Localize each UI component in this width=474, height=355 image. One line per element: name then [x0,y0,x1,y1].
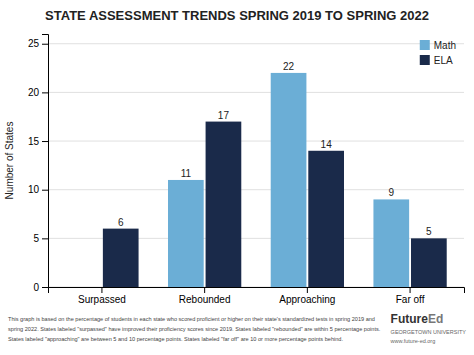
annotation: GEORGETOWN UNIVERSITY [391,329,467,335]
annotation: www.future-ed.org [390,338,436,344]
axis-line [42,35,49,288]
legend-label: Math [434,40,456,51]
tick: 25 [28,38,48,49]
legend-swatch [420,40,430,50]
chart: STATE ASSESSMENT TRENDS SPRING 2019 TO S… [0,0,474,355]
data-label: 9 [389,187,395,198]
tick-label: 5 [33,233,39,244]
plot: 11 22 9 6 17 14 5 0 5 10 15 20 25 Surpassed Rebounded A… [28,35,465,306]
annotation: States labeled "approaching" are between… [8,336,343,342]
tick-mark [42,287,48,288]
data-label: 5 [426,226,432,237]
tick: Approaching [279,287,335,305]
legend-item: ELA [420,55,453,66]
tick: Far off [396,287,425,305]
tick-label: 20 [28,87,40,98]
tick-mark [42,92,48,93]
annotation: Future [391,312,429,326]
tick-mark [101,287,102,293]
bar [308,151,344,287]
tick: 20 [28,87,48,98]
logo: FutureEd GEORGETOWN UNIVERSITY www.future-… [390,312,467,344]
annotation: spring 2022. States labeled "surpassed" … [8,326,381,332]
tick-label: 15 [28,136,40,147]
annotation: This graph is based on the percentage of… [8,316,375,322]
tick: Rebounded [179,287,231,305]
tick-label: Surpassed [78,294,126,305]
tick-mark [42,141,48,142]
data-label: 11 [181,168,192,179]
data-label: 14 [321,139,333,150]
footer: FutureEd GEORGETOWN UNIVERSITY www.future-… [8,312,466,344]
title: STATE ASSESSMENT TRENDS SPRING 2019 TO S… [45,8,429,23]
data-label: 6 [118,217,124,228]
axis-title: Number of States [4,122,15,200]
tick-label: 25 [28,38,40,49]
legend-item: Math [420,40,456,51]
grid-line [48,189,464,190]
grid-line [48,43,464,44]
tick: 5 [33,233,48,244]
tick-mark [42,190,48,191]
legend-swatch [420,55,430,65]
data-label: 17 [218,110,230,121]
tick-mark [410,287,411,293]
x-axis: Surpassed Rebounded Approaching Far off [49,287,465,305]
tick-label: 10 [28,184,40,195]
tick-mark [204,287,205,293]
tick-label: Rebounded [179,294,231,305]
bar [168,180,204,287]
tick-label: 0 [33,282,39,293]
axis-line [49,288,465,294]
legend-label: ELA [434,55,453,66]
annotation: Ed [428,312,443,326]
bar [206,122,242,287]
tick: 0 [33,282,48,293]
bar [373,199,409,287]
grid [48,44,464,287]
tick: 10 [28,184,48,195]
bars [103,73,447,287]
legend: Math ELA [420,40,456,66]
bar [271,73,307,287]
y-axis: 0 5 10 15 20 25 [28,35,49,293]
bar [411,238,447,287]
grid-line [48,141,464,142]
tick-mark [42,44,48,45]
tick: 15 [28,136,48,147]
tick-mark [42,238,48,239]
tick-mark [307,287,308,293]
data-labels: 11 22 9 6 17 14 5 [118,61,432,237]
tick-label: Approaching [279,294,335,305]
bar [103,229,139,287]
tick: Surpassed [78,287,126,305]
data-label: 22 [283,61,295,72]
tick-label: Far off [396,294,425,305]
grid-line [48,92,464,93]
